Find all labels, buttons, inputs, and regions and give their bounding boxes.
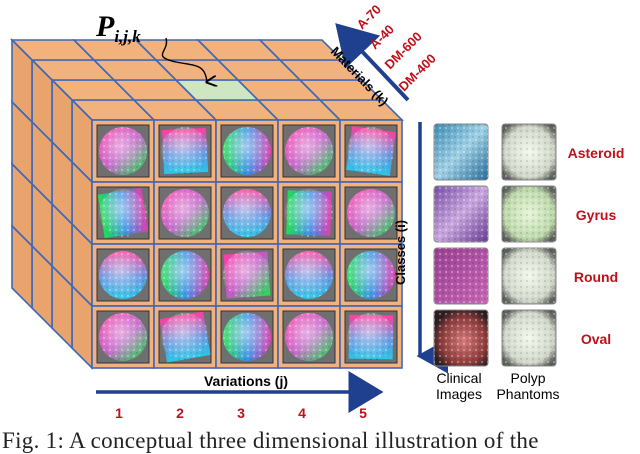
pattern-tile bbox=[282, 310, 336, 364]
pattern-tile bbox=[220, 310, 274, 364]
pattern-tile bbox=[96, 310, 150, 364]
pattern-tile bbox=[282, 186, 336, 240]
column-header-phantoms: Polyp Phantoms bbox=[496, 370, 560, 402]
class-label: Asteroid bbox=[568, 145, 625, 161]
point-subscript: i,j,k bbox=[114, 27, 141, 46]
column-header-clinical: Clinical Images bbox=[436, 370, 482, 402]
pattern-tile bbox=[96, 124, 150, 178]
phantom-image bbox=[501, 123, 557, 181]
clinical-image bbox=[433, 309, 489, 367]
cube-left-face bbox=[11, 38, 93, 370]
point-letter: P bbox=[95, 10, 115, 43]
figure-caption: Fig. 1: A conceptual three dimensional i… bbox=[2, 428, 539, 453]
classes-axis-label: Classes (i) bbox=[393, 220, 408, 285]
pattern-tile bbox=[158, 310, 212, 364]
phantom-image bbox=[501, 247, 557, 305]
pattern-tile bbox=[282, 124, 336, 178]
variation-number: 4 bbox=[298, 405, 306, 421]
cube-front-face bbox=[91, 119, 403, 369]
clinical-image bbox=[433, 185, 489, 243]
pattern-tile bbox=[344, 124, 398, 178]
variation-labels: 1 2 3 4 5 bbox=[115, 405, 367, 421]
point-pointer-line bbox=[161, 37, 207, 82]
class-labels: Asteroid Gyrus Round Oval bbox=[568, 145, 625, 347]
clinical-image bbox=[433, 247, 489, 305]
pattern-tile bbox=[220, 186, 274, 240]
class-label: Round bbox=[574, 269, 618, 285]
pattern-tile bbox=[220, 124, 274, 178]
materials-axis-arrow bbox=[335, 23, 410, 102]
pattern-tile bbox=[158, 124, 212, 178]
phantom-image bbox=[501, 309, 557, 367]
sample-grid bbox=[433, 123, 557, 367]
variation-number: 3 bbox=[237, 405, 245, 421]
variation-number: 1 bbox=[115, 405, 123, 421]
material-label: A-40 bbox=[367, 22, 398, 53]
pattern-tile bbox=[96, 248, 150, 302]
variation-number: 2 bbox=[176, 405, 184, 421]
left-cell bbox=[11, 224, 33, 310]
pattern-tile bbox=[282, 248, 336, 302]
pattern-tile bbox=[344, 310, 398, 364]
variations-axis-label: Variations (j) bbox=[204, 373, 288, 389]
pattern-tile bbox=[158, 248, 212, 302]
pattern-tile bbox=[158, 186, 212, 240]
cube-top-face bbox=[10, 39, 404, 121]
pattern-tile bbox=[220, 248, 274, 302]
pattern-tile bbox=[344, 186, 398, 240]
variation-number: 5 bbox=[359, 405, 367, 421]
pattern-tile bbox=[344, 248, 398, 302]
class-label: Oval bbox=[581, 331, 611, 347]
phantom-image bbox=[501, 185, 557, 243]
pattern-tile bbox=[96, 186, 150, 240]
clinical-image bbox=[433, 123, 489, 181]
class-label: Gyrus bbox=[576, 207, 617, 223]
point-label: Pi,j,k bbox=[95, 10, 141, 46]
